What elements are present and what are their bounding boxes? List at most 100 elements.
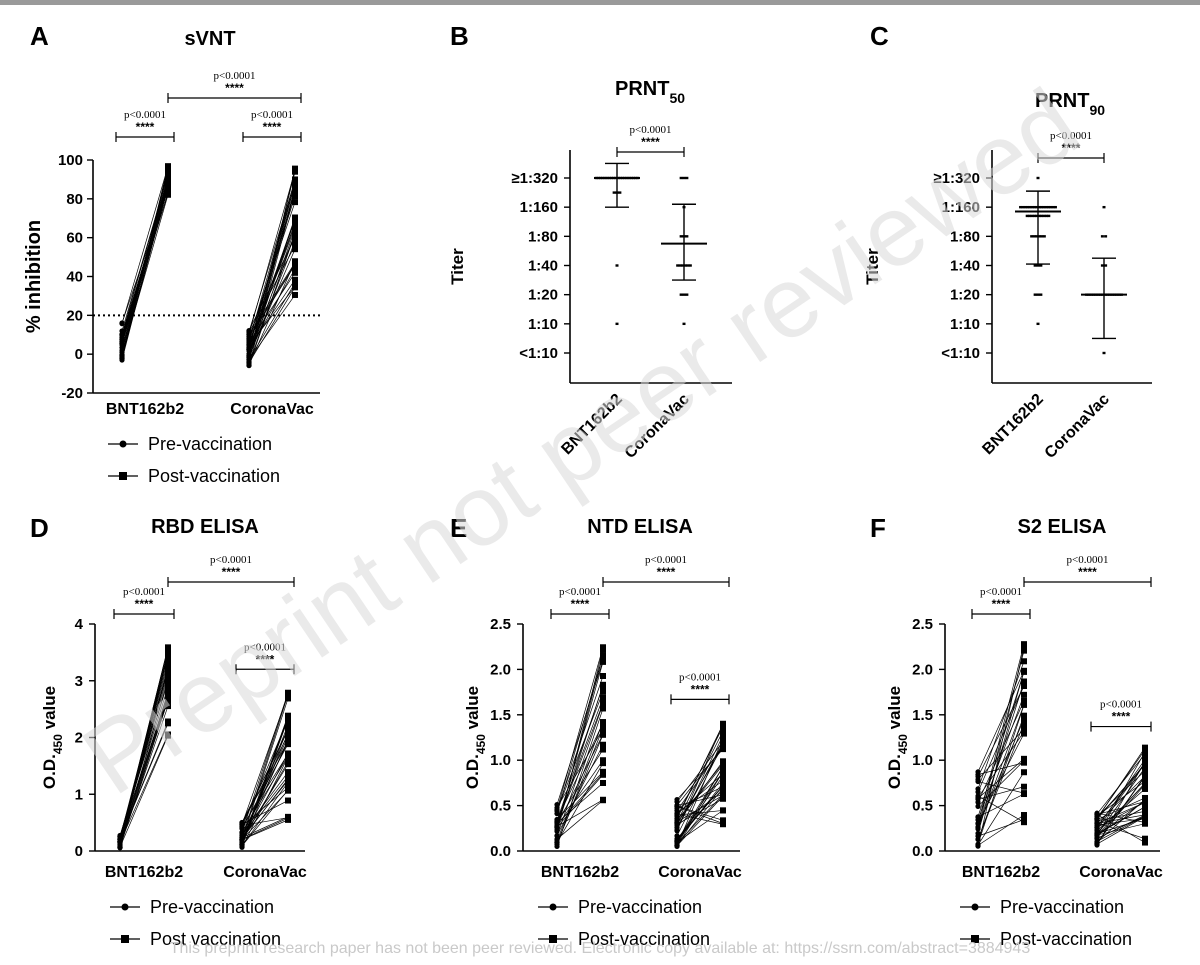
post-point [292, 193, 298, 200]
data-point [685, 235, 689, 238]
data-point [685, 176, 689, 180]
pair-line [1096, 749, 1146, 819]
pair-line [1096, 775, 1146, 824]
y-tick-label: 1:160 [520, 199, 558, 216]
pair-line [556, 691, 604, 812]
post-point [292, 187, 298, 194]
post-point [1021, 755, 1027, 762]
pair-line [241, 782, 289, 847]
pair-line [676, 771, 724, 847]
post-point [720, 758, 726, 765]
panel-title: PRNT50 [615, 78, 685, 106]
pair-line [977, 704, 1025, 845]
y-tick-label: <1:10 [519, 345, 558, 362]
post-point [165, 689, 171, 696]
panel-title: NTD ELISA [587, 516, 693, 538]
panel-F: F S2 ELISA 0.0 0.5 1.0 1.5 2.0 2.5 O.D.450 value… [870, 513, 1163, 949]
pair-line [676, 766, 724, 846]
pair-line [121, 186, 169, 343]
data-point [685, 293, 689, 296]
post-point [1021, 790, 1027, 797]
post-point [292, 265, 298, 272]
pair-line [556, 799, 604, 840]
bracket-within-2-pvalue: p<0.0001 [244, 641, 286, 653]
y-tick-label: 2.0 [912, 661, 933, 678]
pair-line [676, 795, 724, 846]
bracket-between-pvalue: p<0.0001 [1050, 130, 1092, 142]
data-point [1104, 264, 1108, 267]
post-point [292, 261, 298, 268]
post-point [1021, 701, 1027, 708]
legend-label: Pre-vaccination [150, 897, 274, 917]
pair-line [556, 684, 604, 828]
data-point [1026, 205, 1030, 209]
post-point [292, 183, 298, 190]
pair-line [241, 719, 289, 845]
y-tick-label: 0 [75, 843, 83, 860]
data-point [681, 264, 685, 267]
data-point [1033, 205, 1037, 209]
pair-line [1096, 810, 1146, 822]
data-point [1039, 293, 1043, 296]
pre-point [239, 819, 245, 826]
post-point [292, 180, 298, 187]
y-tick-label: 1:40 [950, 258, 980, 275]
pair-line [556, 760, 604, 827]
data-point [1035, 214, 1039, 218]
post-point [1021, 769, 1027, 776]
legend-label: Post vaccination [150, 929, 281, 949]
bracket-within-1-stars: **** [992, 597, 1011, 611]
y-tick-label: 0.5 [490, 798, 511, 815]
pair-line [556, 728, 604, 808]
data-point [1037, 205, 1041, 209]
pre-point [674, 796, 680, 803]
category-label: CoronaVac [1042, 391, 1113, 462]
y-tick-label: 1.5 [490, 707, 511, 724]
pair-line [119, 647, 169, 843]
panel-title: S2 ELISA [1018, 516, 1107, 538]
post-point [292, 280, 298, 287]
pre-point [119, 357, 125, 363]
post-point [1021, 812, 1027, 819]
legend-label: Post-vaccination [1000, 929, 1132, 949]
pre-point [975, 841, 981, 847]
pre-point [975, 778, 981, 785]
y-label-sub: 450 [474, 734, 488, 754]
pair-line [241, 763, 289, 840]
pre-point [975, 789, 981, 795]
post-point [1142, 808, 1148, 815]
post-point [292, 291, 298, 298]
group-CoronaVac [239, 689, 291, 850]
pair-line [121, 174, 169, 335]
pair-line [676, 790, 724, 826]
data-point [1053, 205, 1057, 209]
y-tick-label: 1.0 [912, 752, 933, 769]
post-point [165, 660, 171, 667]
pre-point [1094, 822, 1100, 828]
post-point [1021, 647, 1027, 654]
data-point [1030, 235, 1034, 238]
pair-line [121, 192, 169, 344]
bracket-between-pvalue: p<0.0001 [214, 70, 256, 82]
pre-point [975, 803, 981, 809]
y-label-tail: value [40, 686, 59, 734]
y-tick-label: -20 [61, 385, 83, 402]
post-point [720, 820, 726, 827]
post-point [165, 718, 171, 725]
pair-line [556, 708, 604, 847]
data-point [1030, 214, 1034, 218]
post-point [1021, 641, 1027, 648]
pair-line [119, 699, 169, 848]
category-label: BNT162b2 [979, 391, 1046, 458]
panel-letter: A [30, 21, 49, 51]
panel-title: PRNT90 [1035, 90, 1105, 118]
data-point [679, 235, 683, 238]
legend-label: Pre-vaccination [1000, 897, 1124, 917]
post-point [165, 675, 171, 682]
panel-B: B PRNT50 <1:10 1:10 1:20 1:40 1:80 1:160 ≥1:320 T… [448, 21, 732, 462]
pair-line [119, 692, 169, 842]
y-tick-label: 80 [66, 191, 83, 208]
data-point [1104, 235, 1108, 238]
pair-line [676, 794, 724, 844]
